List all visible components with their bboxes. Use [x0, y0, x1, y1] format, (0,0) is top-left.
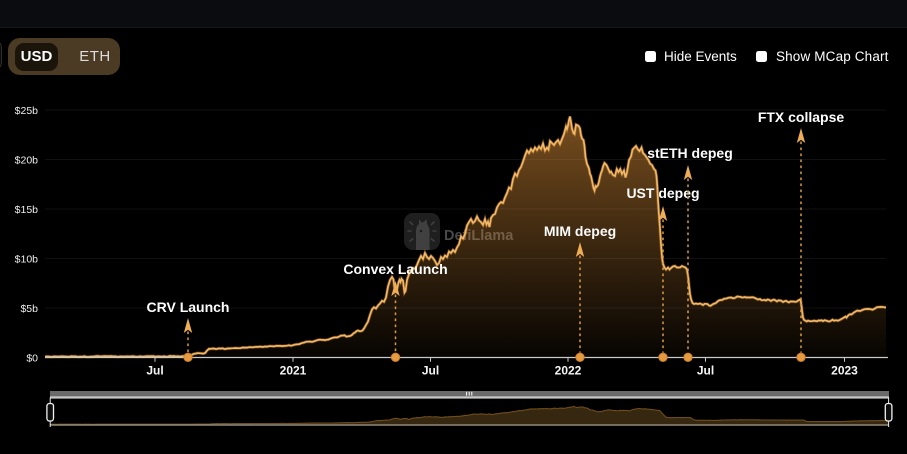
- svg-text:FTX collapse: FTX collapse: [758, 109, 845, 125]
- svg-text:stETH depeg: stETH depeg: [647, 145, 733, 161]
- svg-text:Jul: Jul: [422, 364, 439, 378]
- svg-text:Convex Launch: Convex Launch: [343, 261, 447, 277]
- svg-text:$20b: $20b: [15, 154, 39, 166]
- svg-text:$15b: $15b: [15, 204, 39, 216]
- svg-text:MIM depeg: MIM depeg: [544, 223, 616, 239]
- svg-text:$25b: $25b: [15, 105, 39, 117]
- svg-text:CRV Launch: CRV Launch: [147, 299, 230, 315]
- svg-text:2023: 2023: [831, 364, 858, 378]
- svg-text:$10b: $10b: [15, 253, 39, 265]
- svg-text:Jul: Jul: [697, 364, 714, 378]
- svg-text:2022: 2022: [555, 364, 582, 378]
- svg-text:$0: $0: [26, 352, 38, 364]
- svg-text:Jul: Jul: [146, 364, 163, 378]
- svg-text:2021: 2021: [280, 364, 307, 378]
- svg-text:$5b: $5b: [20, 303, 38, 315]
- svg-text:UST depeg: UST depeg: [626, 185, 699, 201]
